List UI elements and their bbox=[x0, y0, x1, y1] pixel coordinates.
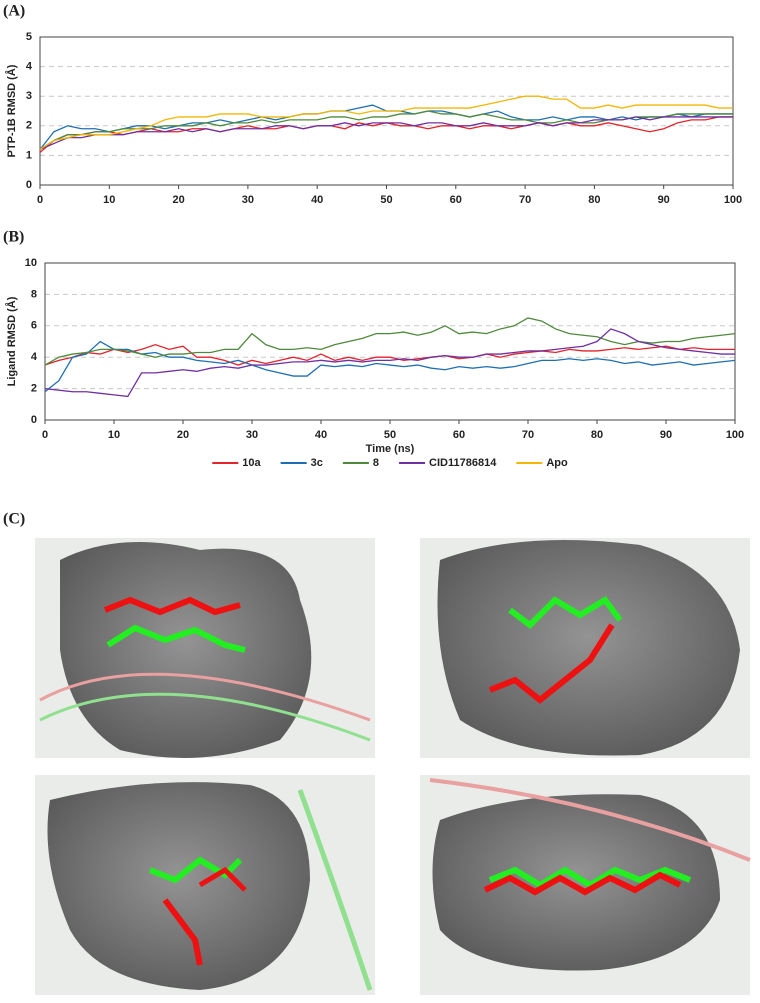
legend-label: 8 bbox=[373, 457, 379, 469]
structure-image bbox=[420, 538, 750, 758]
legend-label: Apo bbox=[546, 457, 568, 469]
series-line bbox=[39, 116, 733, 151]
series-line bbox=[44, 317, 736, 366]
x-tick-label: 10 bbox=[103, 194, 115, 206]
series-line bbox=[44, 328, 735, 398]
x-tick-label: 20 bbox=[172, 194, 184, 206]
x-tick-label: 90 bbox=[660, 429, 672, 441]
y-tick-label: 4 bbox=[31, 351, 38, 363]
x-tick-label: 10 bbox=[108, 429, 120, 441]
y-tick-label: 5 bbox=[26, 31, 32, 43]
x-tick-label: 80 bbox=[588, 194, 600, 206]
x-tick-label: 90 bbox=[658, 194, 670, 206]
legend-label: CID11786814 bbox=[429, 457, 497, 469]
x-tick-label: 0 bbox=[37, 194, 43, 206]
structure-image bbox=[35, 775, 375, 995]
y-tick-label: 6 bbox=[31, 320, 37, 332]
x-tick-label: 60 bbox=[450, 194, 462, 206]
legend: 10a 3c 8 CID11786814 Apo bbox=[212, 457, 568, 469]
structure-image bbox=[420, 775, 751, 995]
x-tick-label: 30 bbox=[242, 194, 254, 206]
y-tick-label: 2 bbox=[31, 383, 37, 395]
x-tick-label: 40 bbox=[311, 194, 323, 206]
y-tick-label: 10 bbox=[25, 257, 37, 269]
y-tick-label: 0 bbox=[31, 414, 37, 426]
x-tick-label: 70 bbox=[519, 194, 531, 206]
structure-image bbox=[35, 538, 375, 758]
y-tick-label: 1 bbox=[26, 149, 32, 161]
x-tick-label: 60 bbox=[453, 429, 465, 441]
x-tick-label: 100 bbox=[724, 194, 742, 206]
panel-label: (A) bbox=[3, 3, 25, 20]
x-tick-label: 30 bbox=[246, 429, 258, 441]
legend-label: 10a bbox=[242, 457, 261, 469]
plot-frame bbox=[39, 36, 734, 186]
x-tick-label: 50 bbox=[384, 429, 396, 441]
y-tick-label: 4 bbox=[26, 61, 33, 73]
y-tick-label: 0 bbox=[26, 179, 32, 191]
panel-label: (C) bbox=[3, 511, 25, 528]
plot-frame bbox=[44, 262, 736, 421]
x-tick-label: 50 bbox=[380, 194, 392, 206]
x-tick-label: 20 bbox=[177, 429, 189, 441]
y-axis-title: PTP-1B RMSD (Å) bbox=[5, 64, 18, 157]
x-tick-label: 80 bbox=[591, 429, 603, 441]
y-tick-label: 8 bbox=[31, 288, 37, 300]
structure-images bbox=[35, 538, 751, 995]
series-line bbox=[44, 340, 736, 393]
series-line bbox=[39, 95, 733, 151]
x-tick-label: 0 bbox=[42, 429, 48, 441]
x-axis-title: Time (ns) bbox=[366, 443, 415, 455]
panel-label: (B) bbox=[3, 229, 24, 246]
y-axis-title: Ligand RMSD (Å) bbox=[5, 296, 18, 386]
y-tick-label: 2 bbox=[26, 120, 32, 132]
x-tick-label: 40 bbox=[315, 429, 327, 441]
x-tick-label: 100 bbox=[726, 429, 744, 441]
y-tick-label: 3 bbox=[26, 90, 32, 102]
x-tick-label: 70 bbox=[522, 429, 534, 441]
series-line bbox=[44, 343, 735, 366]
legend-label: 3c bbox=[311, 457, 323, 469]
